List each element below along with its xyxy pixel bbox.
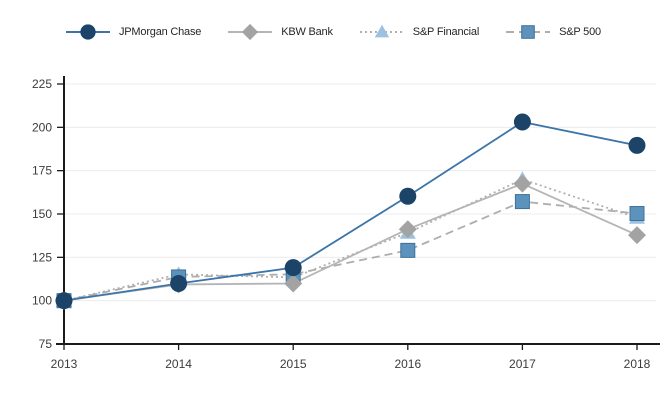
legend-item-kbw-bank: KBW Bank [228, 22, 333, 42]
chart-legend: JPMorgan Chase KBW Bank S&P Financial S&P 5… [66, 22, 656, 42]
marker-circle-jpmorgan-chase [628, 136, 646, 154]
y-tick-label: 75 [39, 337, 53, 351]
legend-label: KBW Bank [281, 26, 333, 38]
y-tick-label: 125 [32, 250, 52, 264]
marker-circle-jpmorgan-chase [170, 275, 188, 293]
series-line-s-p-financial [63, 178, 638, 302]
legend-marker-triangle-icon [359, 24, 404, 38]
legend-marker-diamond-icon [228, 23, 273, 41]
legend-item-s-p-500: S&P 500 [506, 22, 601, 42]
marker-square-s-p-500 [514, 194, 530, 210]
y-tick-label: 100 [32, 294, 52, 308]
marker-circle-jpmorgan-chase [284, 259, 302, 277]
y-tick-label: 150 [32, 207, 52, 221]
legend-marker-square-icon [506, 25, 551, 39]
x-tick-label: 2016 [394, 357, 421, 371]
marker-square-s-p-500 [521, 25, 535, 39]
x-tick-label: 2017 [509, 357, 536, 371]
series-line-kbw-bank [63, 182, 638, 302]
legend-label: JPMorgan Chase [119, 26, 202, 38]
legend-marker-circle-icon [66, 24, 110, 40]
marker-diamond-kbw-bank [242, 23, 259, 41]
marker-square-s-p-500 [629, 206, 645, 222]
marker-triangle-s-p-financial [374, 24, 389, 38]
marker-diamond-kbw-bank [513, 174, 532, 193]
marker-circle-jpmorgan-chase [513, 113, 531, 131]
marker-diamond-kbw-bank [628, 226, 646, 245]
legend-item-s-p-financial: S&P Financial [359, 22, 480, 42]
series-line-jpmorgan-chase [63, 121, 638, 302]
x-tick-label: 2014 [165, 357, 192, 371]
y-tick-label: 200 [32, 120, 52, 134]
marker-diamond-kbw-bank [398, 220, 417, 239]
y-tick-label: 225 [32, 77, 52, 91]
marker-diamond-kbw-bank [284, 274, 303, 293]
x-tick-label: 2013 [51, 357, 78, 371]
x-tick-label: 2018 [624, 357, 651, 371]
legend-label: S&P 500 [559, 26, 601, 38]
legend-item-jpmorgan-chase: JPMorgan Chase [66, 22, 201, 42]
marker-circle-jpmorgan-chase [80, 24, 96, 40]
y-tick-label: 175 [32, 164, 52, 178]
legend-label: S&P Financial [412, 26, 480, 38]
x-tick-label: 2015 [280, 357, 307, 371]
marker-square-s-p-500 [400, 242, 416, 258]
marker-circle-jpmorgan-chase [399, 187, 417, 205]
marker-circle-jpmorgan-chase [55, 292, 73, 310]
series-line-s-p-500 [63, 200, 638, 302]
